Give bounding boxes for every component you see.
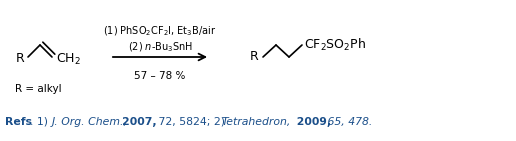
- Text: 2007,: 2007,: [120, 117, 157, 127]
- Text: Refs: Refs: [5, 117, 32, 127]
- Text: (1) PhSO$_2$CF$_2$I, Et$_3$B/air: (1) PhSO$_2$CF$_2$I, Et$_3$B/air: [103, 24, 217, 38]
- Text: (2) $\it{n}$-Bu$_3$SnH: (2) $\it{n}$-Bu$_3$SnH: [127, 40, 192, 54]
- Text: CH$_2$: CH$_2$: [56, 51, 81, 67]
- Text: . 1): . 1): [30, 117, 50, 127]
- Text: R: R: [250, 50, 259, 63]
- Text: 65, 478.: 65, 478.: [324, 117, 373, 127]
- Text: J. Org. Chem.,: J. Org. Chem.,: [52, 117, 128, 127]
- Text: Tetrahedron,: Tetrahedron,: [222, 117, 292, 127]
- Text: R = alkyl: R = alkyl: [15, 84, 61, 94]
- Text: 57 – 78 %: 57 – 78 %: [134, 71, 186, 81]
- Text: R: R: [15, 52, 24, 66]
- Text: 72, 5824; 2): 72, 5824; 2): [155, 117, 227, 127]
- Text: CF$_2$SO$_2$Ph: CF$_2$SO$_2$Ph: [304, 37, 366, 53]
- Text: 2009,: 2009,: [293, 117, 331, 127]
